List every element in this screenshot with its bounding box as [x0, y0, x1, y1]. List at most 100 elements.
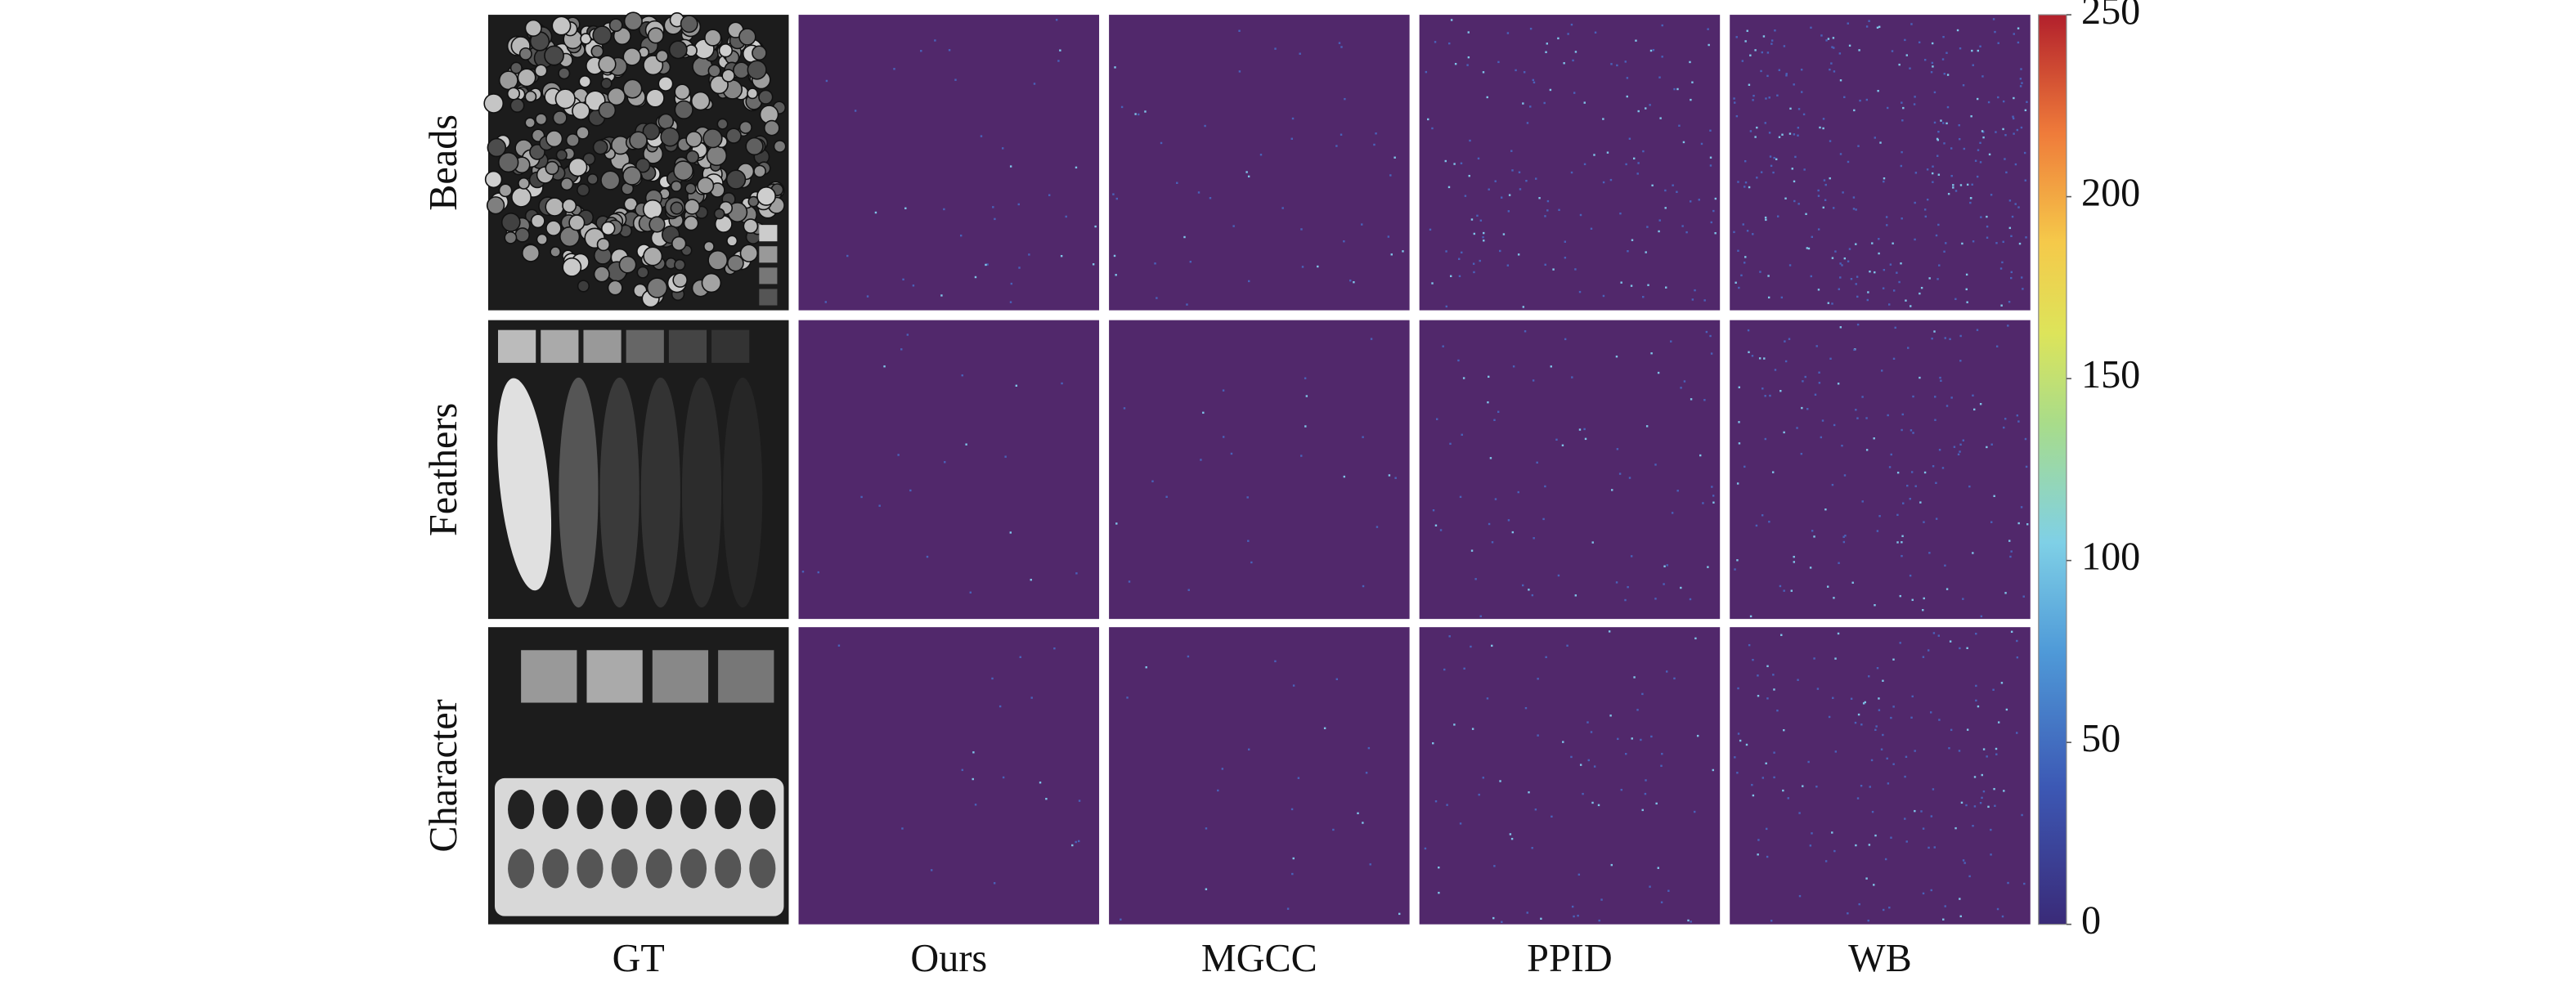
error-speck	[2024, 437, 2027, 441]
error-speck	[1583, 101, 1586, 104]
error-speck	[1844, 535, 1847, 537]
feather	[640, 377, 680, 608]
error-speck	[1512, 365, 1515, 368]
error-speck	[2023, 882, 2026, 885]
error-speck	[1470, 645, 1472, 648]
error-speck	[1793, 199, 1796, 203]
error-speck	[1735, 36, 1738, 38]
error-speck	[1855, 844, 1857, 847]
error-speck	[1824, 199, 1827, 201]
error-speck	[1892, 242, 1894, 244]
error-speck	[1966, 183, 1969, 186]
bead	[517, 68, 536, 87]
error-speck	[1048, 194, 1051, 196]
error-speck	[1962, 598, 1964, 600]
error-speck	[1972, 240, 1975, 243]
bead	[726, 254, 744, 272]
error-speck	[1832, 207, 1835, 209]
error-speck	[1936, 137, 1939, 141]
error-map	[798, 15, 1100, 311]
bead	[558, 67, 571, 80]
error-speck	[1814, 393, 1817, 396]
error-speck	[1992, 688, 1995, 691]
error-speck	[1980, 216, 1982, 218]
error-speck	[1889, 263, 1892, 266]
error-speck	[1952, 184, 1954, 186]
error-speck	[1764, 395, 1766, 397]
error-speck	[1970, 115, 1972, 118]
error-speck	[846, 254, 849, 258]
error-speck	[1335, 678, 1339, 680]
error-speck	[1823, 179, 1826, 181]
error-speck	[1822, 206, 1824, 209]
error-speck	[993, 882, 996, 885]
error-speck	[1768, 521, 1770, 523]
error-speck	[1798, 812, 1801, 814]
error-speck	[1809, 567, 1812, 569]
error-speck	[972, 751, 975, 754]
error-speck	[1975, 633, 1977, 635]
error-speck	[1274, 660, 1277, 663]
error-speck	[1618, 473, 1622, 475]
bead	[726, 235, 738, 247]
bead	[622, 78, 643, 99]
error-speck	[1186, 303, 1188, 306]
error-speck	[1714, 197, 1717, 200]
error-speck	[2008, 226, 2012, 230]
error-speck	[860, 495, 863, 499]
error-speck	[1972, 394, 1974, 396]
error-speck	[1965, 804, 1968, 807]
error-speck	[1609, 178, 1613, 181]
error-speck	[2010, 276, 2013, 280]
error-speck	[1997, 721, 2000, 723]
error-speck	[1945, 242, 1947, 244]
error-speck	[1856, 417, 1859, 419]
error-speck	[1590, 731, 1593, 733]
error-speck	[1801, 406, 1803, 410]
error-speck	[1532, 78, 1535, 82]
error-speck	[1144, 110, 1147, 113]
error-speck	[1434, 524, 1438, 526]
error-speck	[1735, 114, 1739, 118]
error-speck	[2007, 881, 2009, 885]
error-speck	[1696, 734, 1699, 737]
error-speck	[1708, 43, 1710, 47]
bead	[702, 128, 723, 149]
error-map-background	[1419, 15, 1721, 311]
error-speck	[1884, 858, 1887, 861]
bead	[685, 131, 702, 148]
error-speck	[1793, 180, 1796, 183]
error-speck	[1702, 502, 1704, 504]
error-speck	[2017, 206, 2020, 208]
error-speck	[1867, 919, 1869, 922]
error-speck	[1842, 540, 1846, 544]
error-speck	[1825, 39, 1828, 42]
error-speck	[1232, 225, 1235, 227]
error-speck	[1544, 263, 1546, 267]
error-speck	[1785, 74, 1788, 77]
bead	[670, 201, 684, 215]
error-speck	[1187, 589, 1190, 591]
error-speck	[1112, 193, 1115, 195]
error-speck	[1994, 804, 1996, 807]
error-speck	[1942, 122, 1945, 124]
paint-well	[611, 849, 638, 889]
error-speck	[1787, 797, 1789, 800]
error-speck	[1625, 163, 1627, 166]
error-speck	[1600, 898, 1603, 901]
error-speck	[1583, 428, 1586, 431]
error-speck	[1906, 484, 1909, 487]
error-speck	[1803, 168, 1806, 171]
error-speck	[1829, 140, 1832, 142]
bead	[684, 182, 697, 195]
error-speck	[1826, 585, 1829, 588]
error-speck	[1905, 840, 1908, 843]
error-speck	[1988, 153, 1991, 156]
error-speck	[1839, 326, 1842, 329]
error-speck	[2003, 790, 2005, 792]
error-speck	[1748, 351, 1750, 353]
error-speck	[1962, 439, 1965, 441]
error-speck	[1901, 119, 1904, 122]
error-speck	[1896, 513, 1899, 517]
error-speck	[1458, 275, 1461, 278]
